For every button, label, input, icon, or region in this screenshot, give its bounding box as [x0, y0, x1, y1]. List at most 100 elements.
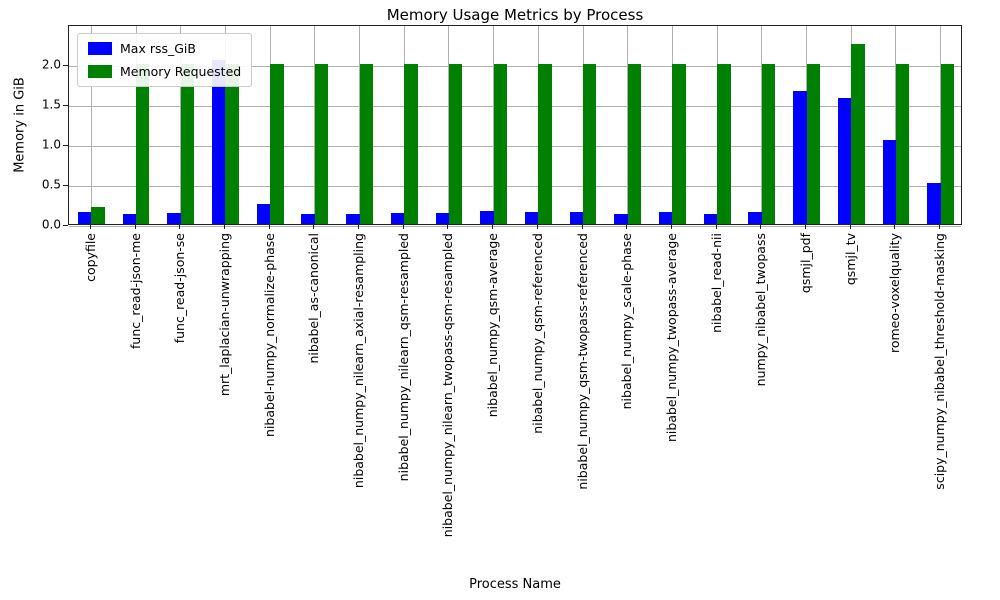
bar [659, 212, 673, 224]
x-tick-mark [313, 225, 315, 229]
bar [77, 212, 92, 224]
x-tick-mark [939, 225, 941, 229]
bar [435, 212, 449, 224]
x-tick-mark [536, 225, 538, 229]
x-tick-mark [89, 225, 91, 229]
x-tick-label: qsmjl_tv [842, 233, 858, 286]
bar [122, 213, 137, 224]
bar [614, 213, 628, 224]
x-tick-label: nibabel_numpy_twopass-average [663, 233, 679, 443]
bar [212, 60, 226, 224]
x-tick-label: func_read-json-se [172, 233, 188, 344]
y-tick-mark [63, 224, 68, 226]
x-tick-label: qsmjl_pdf [798, 233, 814, 294]
y-tick-mark [63, 184, 68, 186]
x-tick-label: copyfile [82, 233, 98, 282]
bar [717, 64, 731, 224]
bar [480, 211, 494, 224]
bar [493, 64, 508, 224]
x-axis-label: Process Name [469, 577, 561, 592]
x-tick-mark [179, 225, 181, 229]
bar [627, 64, 642, 224]
x-tick-mark [760, 225, 762, 229]
x-tick-label: romeo-voxelquality [887, 233, 903, 354]
bar [270, 64, 284, 224]
y-tick-mark [63, 104, 68, 106]
x-tick-label: nibabel-numpy_normalize-phase [261, 233, 277, 437]
y-tick-mark [63, 144, 68, 146]
x-tick-mark [402, 225, 404, 229]
plot-area: Max rss_GiB Memory Requested [68, 25, 962, 227]
y-tick-label: 1.5 [41, 97, 61, 112]
x-tick-mark [268, 225, 270, 229]
x-tick-mark [581, 225, 583, 229]
bar [180, 64, 195, 224]
bar [390, 212, 405, 224]
y-tick-label: 0.0 [41, 217, 61, 232]
bar [793, 91, 807, 224]
x-tick-mark [849, 225, 851, 229]
bar [359, 64, 373, 224]
gridline-horizontal [69, 105, 961, 107]
x-tick-mark [670, 225, 672, 229]
x-tick-label: nibabel_numpy_nilearn_twopass-qsm-resamp… [440, 233, 456, 538]
x-tick-label: scipy_numpy_nibabel_threshold-masking [932, 233, 948, 490]
bar [837, 98, 852, 224]
legend-label-max-rss: Max rss_GiB [120, 41, 196, 56]
legend-label-memory-requested: Memory Requested [120, 64, 242, 79]
bar [136, 64, 150, 224]
bar [314, 64, 329, 224]
x-tick-label: nibabel_numpy_qsm-referenced [529, 233, 545, 434]
bar [882, 140, 896, 224]
x-tick-mark [447, 225, 449, 229]
x-tick-label: nibabel_numpy_scale-phase [619, 233, 635, 410]
x-tick-label: nibabel_numpy_qsm-twopass-referenced [574, 233, 590, 490]
bar [538, 64, 552, 224]
legend-swatch-max-rss [88, 42, 112, 55]
bar [927, 183, 941, 224]
bar [167, 212, 181, 224]
bar [672, 64, 686, 224]
bar [703, 213, 718, 224]
bar [346, 213, 360, 224]
x-tick-label: mrt_laplacian-unwrapping [216, 233, 232, 397]
x-tick-mark [223, 225, 225, 229]
y-tick-label: 1.0 [41, 137, 61, 152]
x-tick-mark [805, 225, 807, 229]
x-tick-mark [492, 225, 494, 229]
gridline-horizontal [69, 185, 961, 187]
x-tick-mark [358, 225, 360, 229]
bar [569, 212, 584, 224]
x-tick-mark [715, 225, 717, 229]
bar [761, 64, 776, 224]
bar [748, 212, 762, 224]
bar [404, 64, 418, 224]
bar [91, 207, 105, 224]
bar [524, 212, 539, 224]
y-axis-label: Memory in GiB [12, 77, 28, 173]
x-tick-label: nibabel_numpy_nilearn_axial-resampling [351, 233, 367, 489]
x-tick-label: nibabel_numpy_qsm-average [485, 233, 501, 418]
legend-item-max-rss: Max rss_GiB [88, 41, 241, 56]
x-tick-mark [894, 225, 896, 229]
chart-title: Memory Usage Metrics by Process [386, 6, 644, 24]
bar [301, 213, 315, 224]
gridline-vertical [90, 26, 92, 224]
bar [448, 64, 463, 224]
bar [895, 64, 910, 224]
x-tick-label: func_read-json-me [127, 233, 143, 349]
bar [806, 64, 820, 224]
y-tick-mark [63, 64, 68, 66]
legend-item-memory-requested: Memory Requested [88, 64, 241, 79]
gridline-horizontal [69, 65, 961, 67]
y-tick-label: 0.5 [41, 177, 61, 192]
bar [256, 204, 271, 224]
x-tick-label: numpy_nibabel_twopass [753, 233, 769, 387]
gridline-horizontal [69, 145, 961, 147]
gridline-horizontal [69, 225, 961, 227]
legend: Max rss_GiB Memory Requested [77, 33, 253, 87]
legend-swatch-memory-requested [88, 65, 112, 78]
x-tick-label: nibabel_read-nii [708, 233, 724, 333]
bar [940, 64, 955, 224]
